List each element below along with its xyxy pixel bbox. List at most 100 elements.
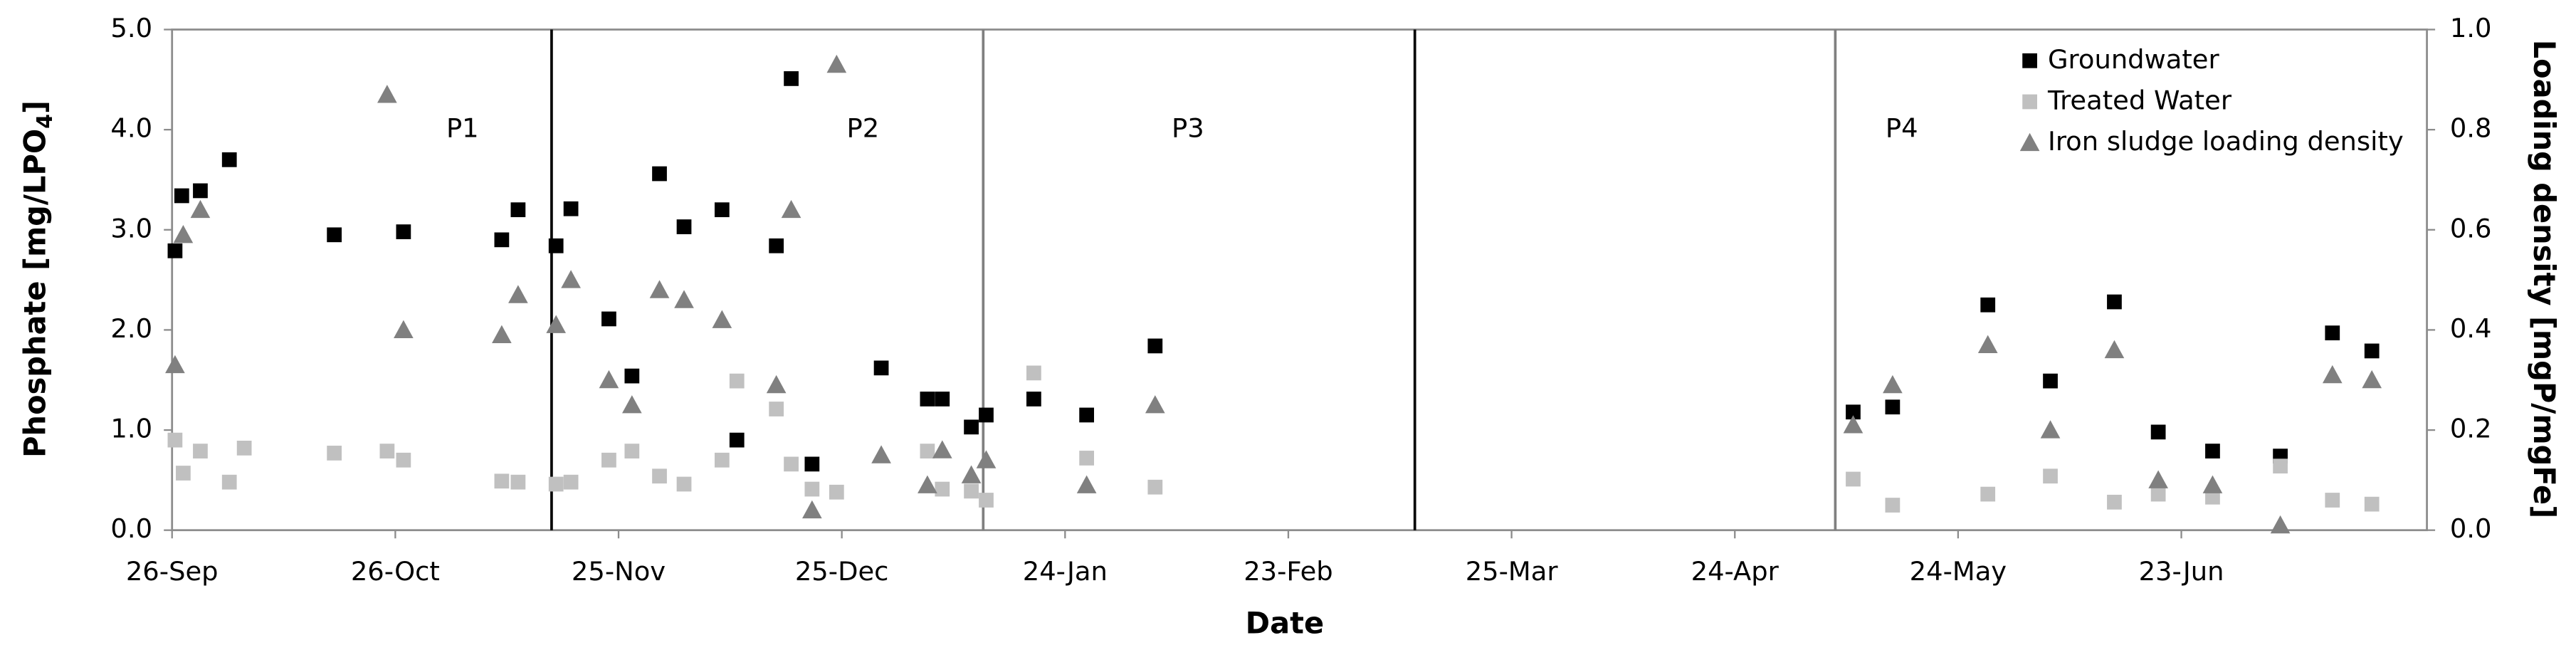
square-marker — [714, 202, 730, 218]
square-marker — [2150, 424, 2166, 440]
square-marker — [167, 432, 183, 448]
legend-label: Iron sludge loading density — [2048, 126, 2404, 157]
square-marker — [494, 232, 510, 248]
square-marker — [714, 452, 730, 468]
square-marker — [729, 373, 745, 389]
square-marker — [548, 238, 564, 253]
square-marker — [1079, 451, 1095, 466]
triangle-marker — [1145, 395, 1165, 414]
triangle-marker — [546, 315, 567, 333]
square-marker — [221, 152, 237, 167]
square-marker — [2325, 325, 2340, 341]
square-marker — [1885, 498, 1901, 513]
triangle-marker — [1843, 415, 1863, 434]
square-marker — [2107, 494, 2122, 510]
x-tick-label: 24-Jan — [1023, 556, 1108, 587]
triangle-marker — [622, 395, 642, 414]
x-tick-label: 23-Feb — [1244, 556, 1333, 587]
square-marker — [601, 311, 616, 327]
triangle-marker — [2202, 475, 2223, 493]
square-marker — [804, 481, 820, 497]
triangle-marker — [712, 310, 732, 328]
square-marker — [2043, 373, 2058, 389]
triangle-marker — [2362, 369, 2382, 389]
square-marker — [935, 481, 950, 497]
x-tick-label: 25-Nov — [572, 556, 666, 587]
square-marker — [1885, 399, 1901, 415]
plot-frame — [171, 28, 2428, 532]
legend-label: Groundwater — [2048, 44, 2220, 75]
triangle-marker — [826, 54, 847, 73]
square-marker — [784, 71, 799, 86]
x-axis-label: Date — [1246, 605, 1324, 640]
triangle-marker — [1977, 335, 1998, 354]
square-marker — [784, 456, 799, 472]
period-label: P1 — [446, 113, 479, 144]
square-marker — [873, 360, 889, 376]
square-marker — [652, 166, 667, 182]
y-tick-label: 2.0 — [110, 313, 152, 344]
square-marker — [1079, 407, 1095, 423]
square-marker — [2150, 486, 2166, 502]
triangle-marker — [599, 369, 619, 389]
square-marker — [1846, 471, 1861, 487]
square-marker — [729, 432, 745, 448]
square-marker — [396, 452, 411, 468]
y2-tick-label: 0.0 — [2450, 513, 2492, 544]
legend-label: Treated Water — [2047, 85, 2232, 115]
triangle-marker — [649, 280, 670, 298]
square-marker — [829, 484, 844, 500]
square-marker — [1147, 479, 1163, 495]
y2-tick-label: 0.6 — [2450, 213, 2492, 243]
square-marker — [1980, 297, 1996, 313]
square-marker — [1846, 404, 1861, 420]
triangle-marker — [377, 85, 397, 103]
square-marker — [2107, 294, 2122, 310]
triangle-marker — [2270, 515, 2291, 534]
square-marker — [2205, 489, 2220, 505]
square-marker — [167, 243, 183, 258]
x-tick-label: 23-Jun — [2139, 556, 2224, 587]
triangle-marker — [871, 445, 891, 463]
triangle-marker — [492, 325, 512, 343]
y2-tick-label: 0.8 — [2450, 113, 2492, 144]
square-marker — [601, 452, 616, 468]
square-marker — [920, 392, 935, 407]
period-label: P4 — [1886, 113, 1918, 144]
triangle-marker — [766, 374, 787, 394]
square-marker — [920, 444, 935, 458]
square-marker — [193, 183, 208, 199]
square-marker — [804, 456, 820, 472]
square-marker — [510, 202, 526, 218]
square-marker — [327, 446, 342, 461]
square-marker — [494, 473, 510, 489]
y-tick-label: 1.0 — [110, 414, 152, 444]
triangle-marker — [932, 440, 952, 458]
y2-tick-label: 1.0 — [2450, 13, 2492, 43]
triangle-marker — [976, 450, 997, 468]
y2-axis-label: Loading density [mgP/mgFe] — [2527, 40, 2562, 518]
x-tick-label: 25-Mar — [1466, 556, 1559, 587]
square-marker — [2043, 468, 2058, 484]
square-marker — [2364, 343, 2380, 359]
triangle-marker — [961, 465, 982, 483]
triangle-marker — [165, 355, 185, 374]
square-marker — [624, 444, 640, 458]
square-marker — [510, 474, 526, 490]
triangle-marker — [2040, 420, 2061, 439]
period-label: P2 — [847, 113, 880, 144]
x-tick-label: 24-Apr — [1691, 556, 1779, 587]
y-tick-label: 0.0 — [110, 513, 152, 544]
legend-marker — [2019, 132, 2040, 152]
y-axis-label: Phosphate [mg/LPO4] — [18, 100, 58, 458]
square-marker — [769, 402, 784, 416]
y-tick-label: 5.0 — [110, 13, 152, 43]
square-marker — [563, 201, 579, 216]
triangle-marker — [394, 320, 414, 338]
period-label: P3 — [1172, 113, 1204, 144]
square-marker — [563, 474, 579, 490]
square-marker — [1026, 392, 1041, 407]
x-tick-label: 26-Oct — [351, 556, 440, 587]
triangle-marker — [508, 285, 528, 303]
